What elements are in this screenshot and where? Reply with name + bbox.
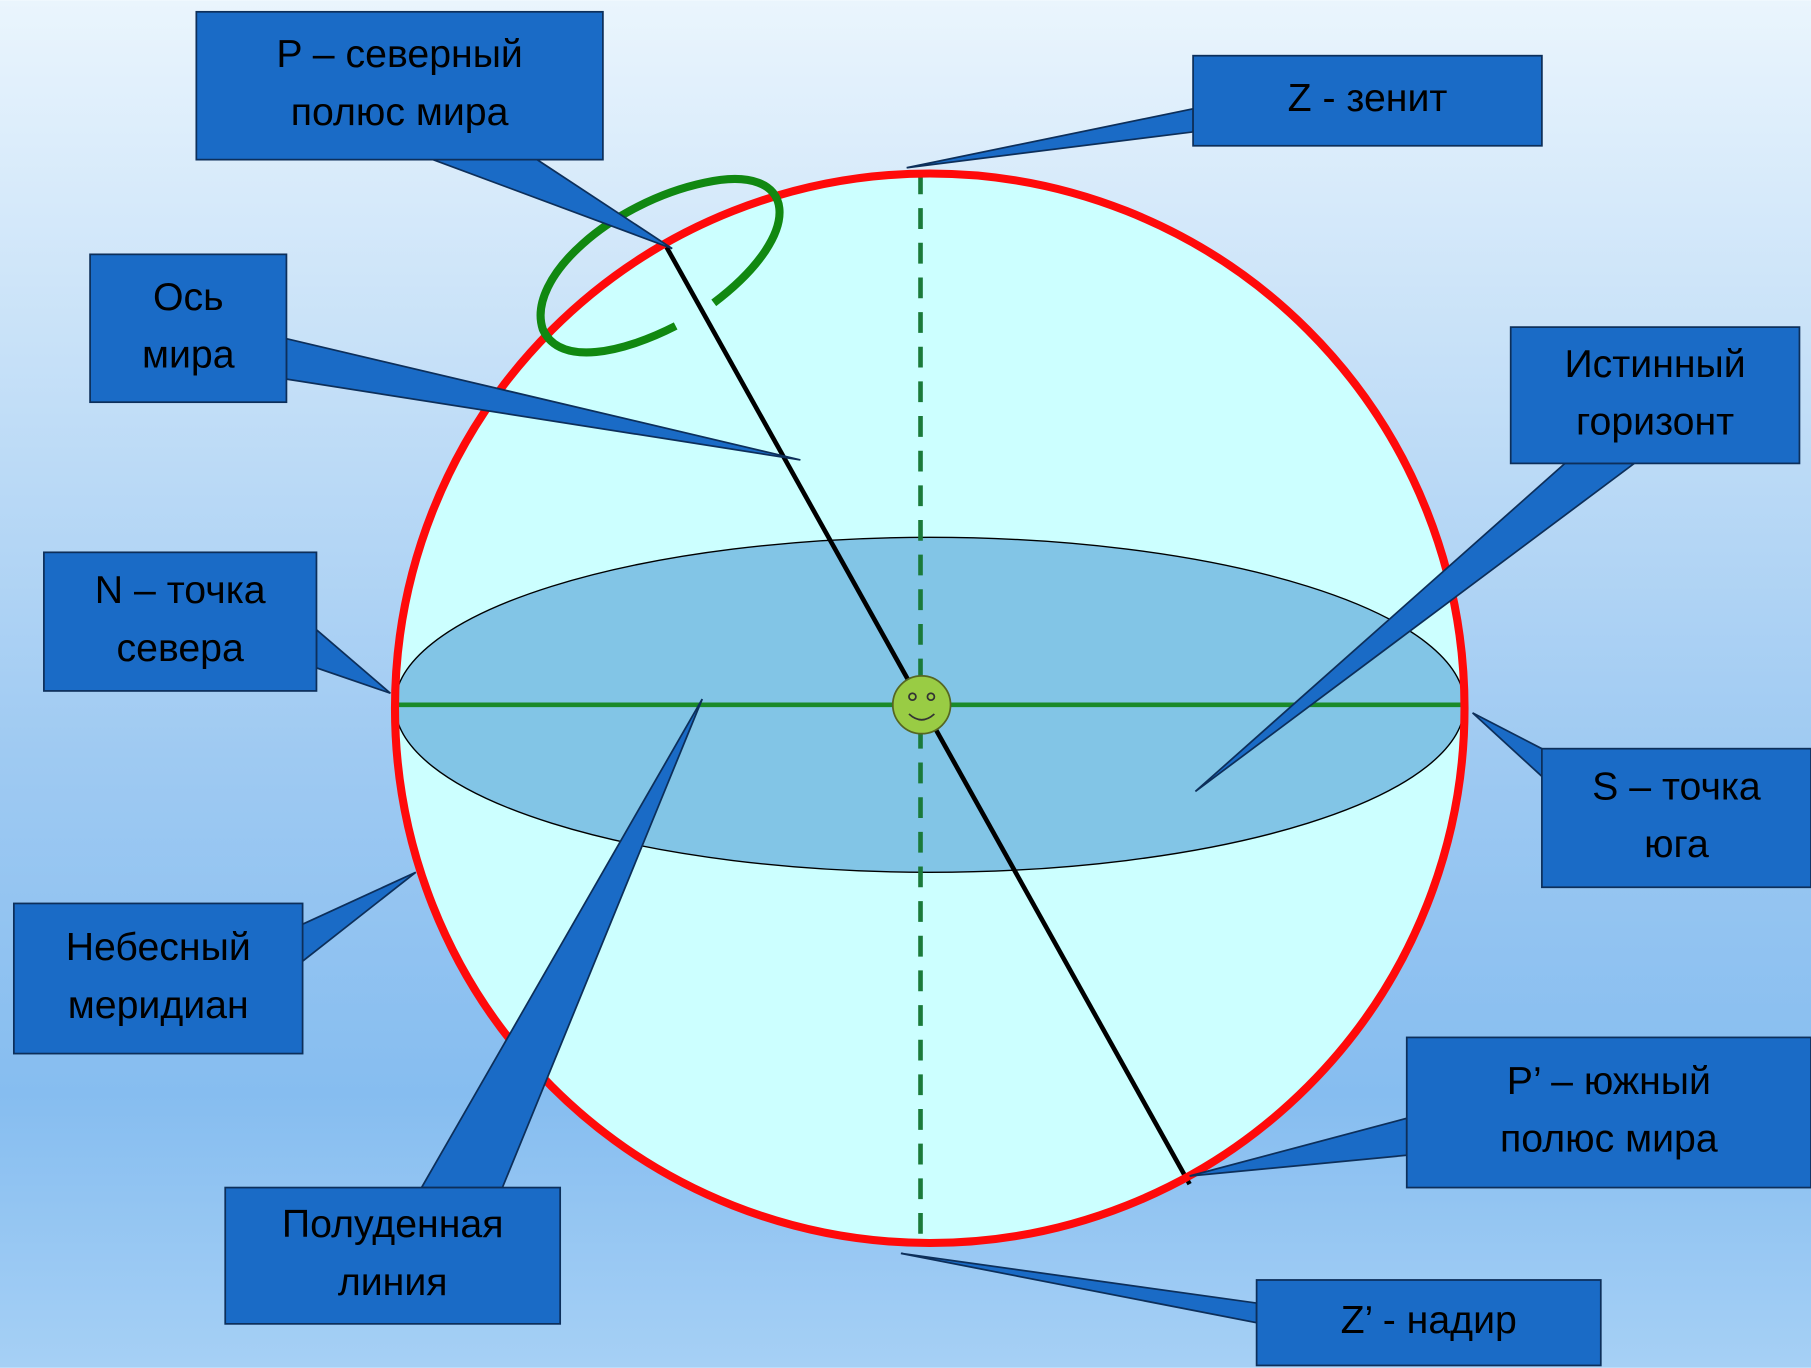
callout: P’ – южный полюс мира xyxy=(1189,1036,1811,1189)
callout: Истинный горизонт xyxy=(1194,326,1801,793)
callouts: P – северный полюс мира Z - зенит Ось мира Ис… xyxy=(12,10,1811,1367)
callout-text: Ось xyxy=(153,275,224,319)
callout-box xyxy=(1255,1279,1602,1367)
callout-box xyxy=(43,551,318,692)
callout-box xyxy=(1405,1036,1811,1189)
callout-text: горизонт xyxy=(1576,400,1734,444)
callout: N – точка севера xyxy=(43,551,391,695)
callout-box xyxy=(1192,54,1543,147)
callout-text: Z - зенит xyxy=(1288,76,1448,120)
callout: Ось мира xyxy=(89,253,801,461)
callout-box xyxy=(12,902,304,1055)
callout-text: полюс мира xyxy=(291,90,509,134)
callout-box xyxy=(1541,747,1811,889)
callout-text: N – точка xyxy=(95,568,266,612)
callout-text: Истинный xyxy=(1564,342,1745,386)
observer xyxy=(891,675,952,735)
callout-text: линия xyxy=(338,1260,448,1304)
callout-box xyxy=(195,10,604,161)
callout-text: P’ – южный xyxy=(1507,1059,1711,1103)
celestial-meridian xyxy=(390,169,1469,1248)
callout: Полуденная линия xyxy=(224,698,704,1325)
callout-box xyxy=(1509,326,1801,465)
callout-box xyxy=(89,253,288,404)
callout: Z - зенит xyxy=(906,54,1543,169)
callout-text: S – точка xyxy=(1592,764,1761,808)
callout: Z’ - надир xyxy=(900,1252,1602,1367)
callout: P – северный полюс мира xyxy=(195,10,673,250)
pole-circle xyxy=(536,174,784,357)
callout-text: Z’ - надир xyxy=(1341,1298,1517,1342)
callout-text: мира xyxy=(142,333,235,377)
callout-box xyxy=(224,1186,562,1325)
callout-text: Небесный xyxy=(66,925,251,969)
callout: S – точка юга xyxy=(1472,712,1811,889)
callout-text: полюс мира xyxy=(1500,1117,1718,1161)
callout-text: Полуденная xyxy=(282,1202,504,1246)
callout-text: меридиан xyxy=(68,983,249,1027)
callout: Небесный меридиан xyxy=(12,871,417,1055)
callout-text: севера xyxy=(116,626,244,670)
callout-text: юга xyxy=(1644,822,1709,866)
callout-text: P – северный xyxy=(276,32,522,76)
